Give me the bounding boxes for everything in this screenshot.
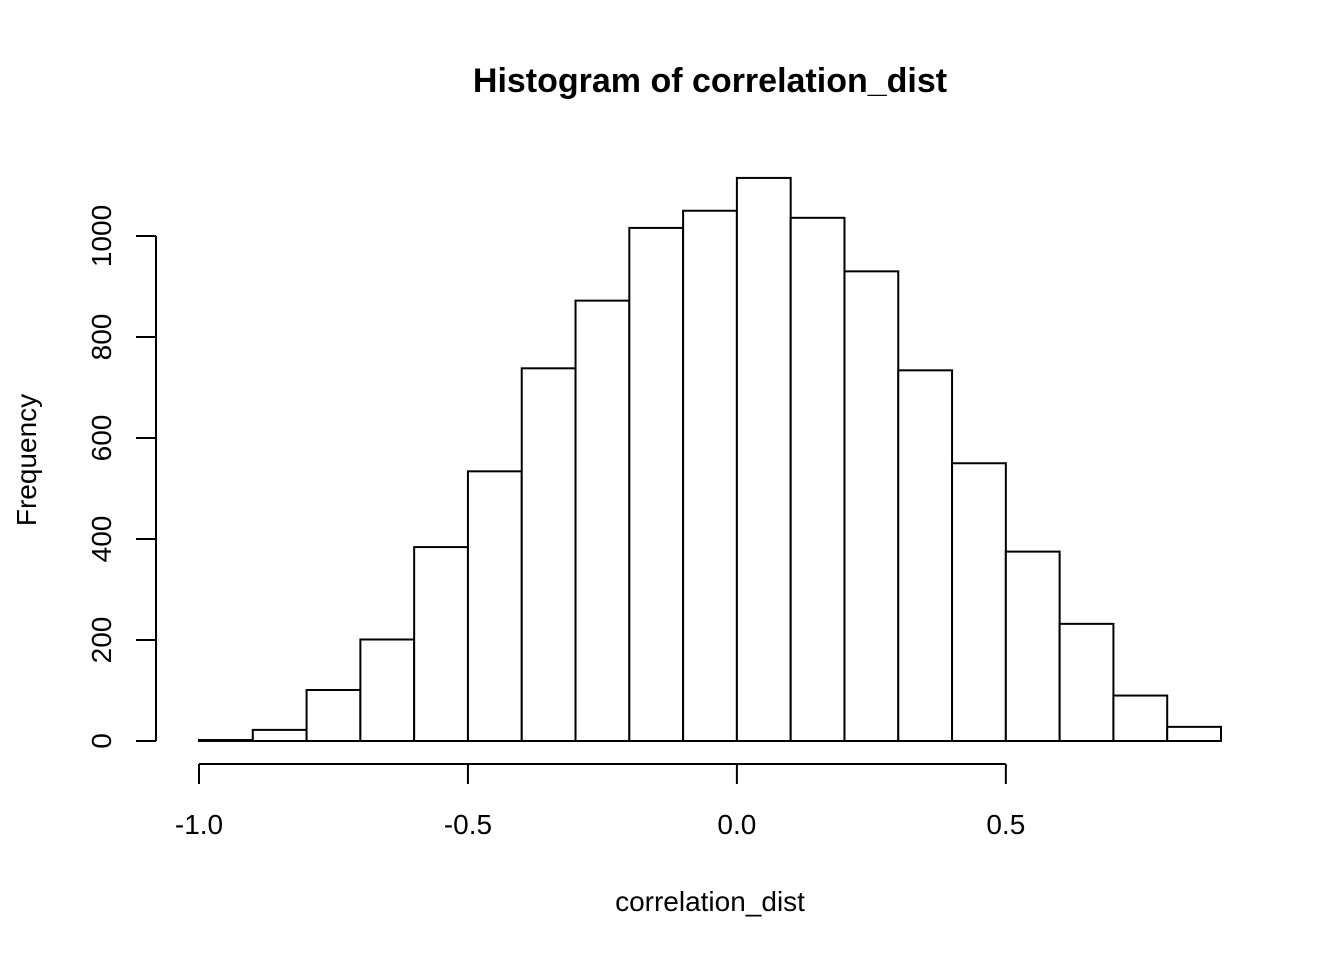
- y-tick-label-1: 200: [86, 617, 117, 664]
- histogram-bar-16: [1058, 622, 1115, 743]
- y-tick-label-4: 800: [86, 314, 117, 361]
- histogram-bar-8: [628, 226, 685, 743]
- bars-layer: [198, 176, 1223, 743]
- histogram-bar-17: [1112, 694, 1169, 742]
- histogram-bar-12: [843, 270, 900, 742]
- histogram-bar-7: [574, 299, 631, 742]
- x-axis-label: correlation_dist: [615, 886, 805, 917]
- histogram-bar-0: [198, 738, 254, 742]
- x-tick-label-0: -1.0: [175, 809, 223, 840]
- x-axis: -1.0 -0.5 0.0 0.5: [175, 763, 1025, 840]
- y-tick-label-2: 400: [86, 516, 117, 563]
- histogram-bar-4: [413, 546, 469, 743]
- histogram-bar-10: [735, 176, 792, 743]
- x-tick-label-3: 0.5: [986, 809, 1025, 840]
- histogram-bar-5: [466, 470, 523, 742]
- y-axis: 0 200 400 600 800 1000: [86, 205, 157, 749]
- histogram-bar-1: [251, 728, 308, 743]
- histogram-bar-2: [305, 688, 362, 742]
- y-tick-label-3: 600: [86, 415, 117, 462]
- histogram-bar-13: [897, 369, 954, 742]
- histogram-bar-18: [1166, 725, 1223, 742]
- histogram-bar-15: [1004, 550, 1061, 742]
- histogram-bar-3: [359, 638, 416, 742]
- y-tick-label-0: 0: [86, 733, 117, 749]
- histogram-bar-11: [789, 216, 846, 742]
- x-tick-label-2: 0.0: [717, 809, 756, 840]
- chart-title: Histogram of correlation_dist: [473, 62, 947, 100]
- y-tick-label-5: 1000: [86, 205, 117, 267]
- y-axis-label: Frequency: [11, 394, 42, 526]
- x-tick-label-1: -0.5: [444, 809, 492, 840]
- histogram-bar-9: [682, 209, 738, 742]
- histogram-bar-6: [520, 367, 577, 742]
- histogram-bar-14: [951, 462, 1007, 742]
